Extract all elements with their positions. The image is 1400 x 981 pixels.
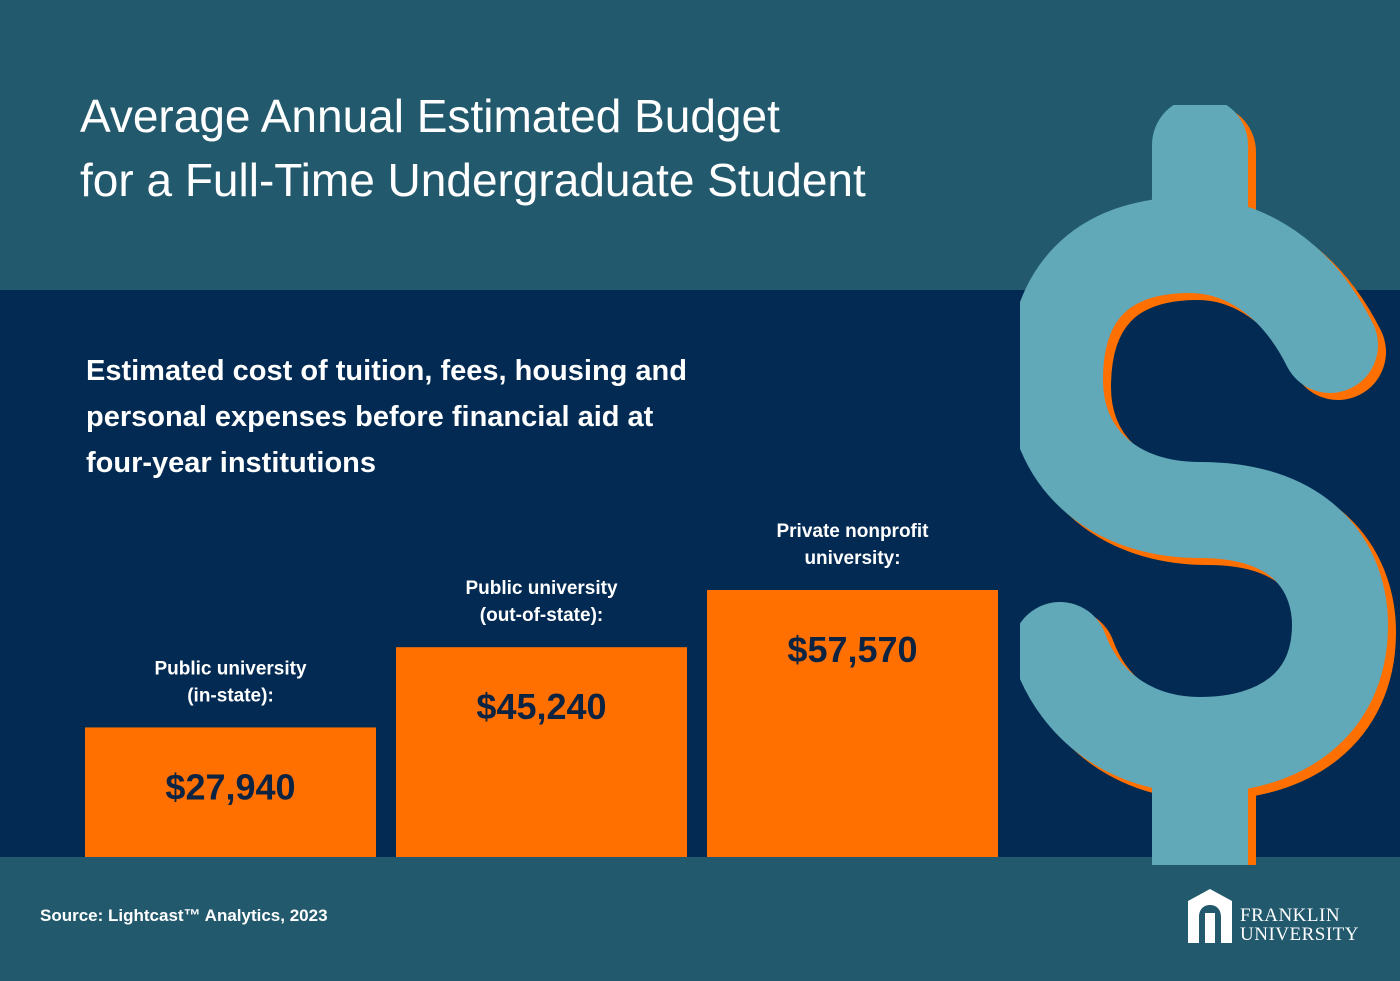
bar-value-label-1: $45,240 [476,686,606,727]
title-line-2: for a Full-Time Undergraduate Student [80,154,866,206]
bar-value-label-2: $57,570 [787,629,917,670]
bar-value-label-0: $27,940 [165,766,295,807]
subtitle-line-1: Estimated cost of tuition, fees, housing… [86,355,687,387]
page-title: Average Annual Estimated Budget for a Fu… [80,84,866,212]
bar-1 [396,647,687,857]
category-label-0-line-1: Public university [154,658,306,679]
franklin-logo-text: FRANKLIN UNIVERSITY [1240,906,1359,944]
category-label-2-line-1: Private nonprofit [776,521,929,542]
chart-subtitle: Estimated cost of tuition, fees, housing… [86,348,786,486]
title-line-1: Average Annual Estimated Budget [80,90,780,142]
source-note: Source: Lightcast™ Analytics, 2023 [40,906,328,925]
logo-line-1: FRANKLIN [1240,905,1341,926]
bar-0 [85,727,376,857]
footer-band [0,857,1400,981]
franklin-building-icon [1188,889,1232,943]
subtitle-line-3: four-year institutions [86,447,377,479]
category-label-1-line-2: (out-of-state): [480,605,603,626]
bar-2 [707,590,998,857]
dollar-sign-icon [1020,105,1396,865]
category-label-1-line-1: Public university [465,578,617,599]
subtitle-line-2: personal expenses before financial aid a… [86,401,654,433]
category-label-2-line-2: university: [804,548,900,569]
category-label-0-line-2: (in-state): [187,685,274,706]
logo-line-2: UNIVERSITY [1240,924,1359,945]
